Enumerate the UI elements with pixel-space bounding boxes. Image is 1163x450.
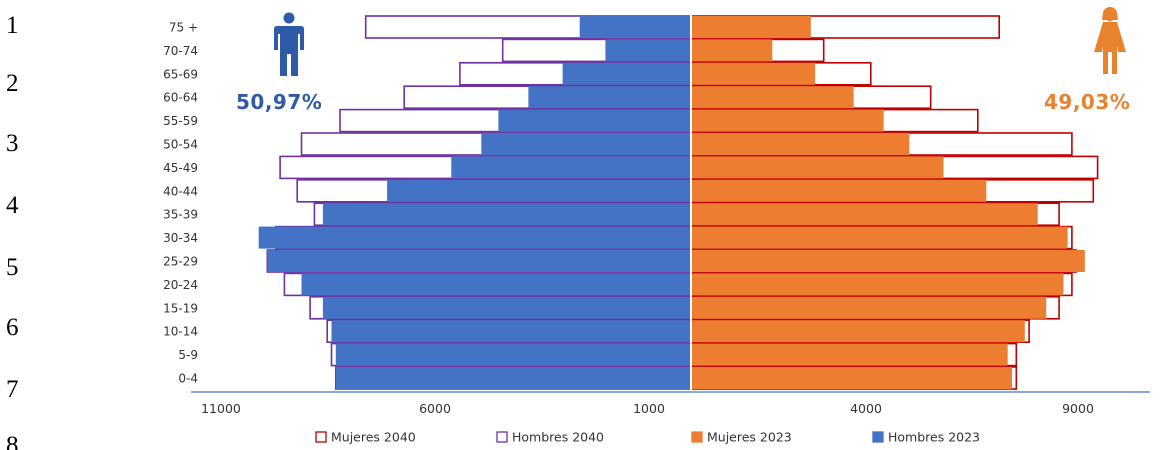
bar-mujeres-2023-12 <box>691 296 1047 319</box>
bar-hombres-2023-8 <box>322 203 691 226</box>
bar-hombres-2023-6 <box>451 156 691 179</box>
bar-mujeres-2023-15 <box>691 367 1012 389</box>
bar-mujeres-2023-10 <box>691 250 1085 272</box>
bar-mujeres-2023-9 <box>691 226 1068 249</box>
bar-mujeres-2023-7 <box>691 179 987 202</box>
line-number-8: 8 <box>6 432 19 450</box>
category-label: 55-59 <box>163 114 198 128</box>
bar-hombres-2023-12 <box>322 296 691 319</box>
category-label: 20-24 <box>163 278 198 292</box>
legend-swatch <box>496 431 508 443</box>
line-number-5: 5 <box>6 254 19 281</box>
bar-mujeres-2023-1 <box>691 39 773 62</box>
x-tick-label: 4000 <box>850 401 882 416</box>
category-label: 50-54 <box>163 138 198 152</box>
line-number-3: 3 <box>6 130 19 157</box>
legend-label: Hombres 2040 <box>512 430 604 445</box>
bar-hombres-2023-3 <box>528 86 691 109</box>
bar-hombres-2023-2 <box>562 62 691 85</box>
line-number-7: 7 <box>6 376 19 403</box>
line-number-4: 4 <box>6 192 19 219</box>
bar-mujeres-2023-4 <box>691 109 884 132</box>
bar-hombres-2023-4 <box>498 109 691 132</box>
line-number-2: 2 <box>6 70 19 97</box>
category-label: 10-14 <box>163 325 198 339</box>
category-label: 30-34 <box>163 231 198 245</box>
category-label: 75 + <box>169 21 198 35</box>
category-label: 15-19 <box>163 301 198 315</box>
bar-hombres-2023-13 <box>331 320 691 343</box>
bar-hombres-2023-5 <box>481 133 691 155</box>
legend-swatch <box>691 431 703 443</box>
bar-mujeres-2023-3 <box>691 86 854 109</box>
bar-hombres-2023-9 <box>258 226 691 249</box>
bar-hombres-2023-11 <box>301 273 691 296</box>
category-label: 45-49 <box>163 161 198 175</box>
bar-mujeres-2023-6 <box>691 156 944 179</box>
category-label: 65-69 <box>163 67 198 81</box>
bar-mujeres-2023-5 <box>691 133 910 155</box>
category-label: 60-64 <box>163 91 198 105</box>
bar-hombres-2023-0 <box>579 16 691 38</box>
bar-mujeres-2023-13 <box>691 320 1025 343</box>
female-figure-icon <box>1094 7 1126 74</box>
category-label: 25-29 <box>163 255 198 269</box>
x-tick-label: 6000 <box>419 401 451 416</box>
category-label: 0-4 <box>178 372 198 386</box>
category-label: 40-44 <box>163 184 198 198</box>
bar-mujeres-2023-2 <box>691 62 816 85</box>
bar-hombres-2023-14 <box>335 343 691 366</box>
legend-swatch <box>872 431 884 443</box>
left-percentage: 50,97% <box>236 90 323 114</box>
bar-mujeres-2023-8 <box>691 203 1038 226</box>
bar-mujeres-2023-11 <box>691 273 1064 296</box>
line-number-1: 1 <box>6 12 19 39</box>
bar-hombres-2023-7 <box>387 179 691 202</box>
line-number-6: 6 <box>6 314 19 341</box>
male-figure-icon <box>274 12 304 76</box>
right-percentage: 49,03% <box>1044 90 1131 114</box>
x-tick-label: 11000 <box>201 401 241 416</box>
x-tick-label: 9000 <box>1062 401 1094 416</box>
legend-label: Mujeres 2040 <box>331 430 416 445</box>
bar-hombres-2023-10 <box>267 250 691 272</box>
legend-label: Hombres 2023 <box>888 430 980 445</box>
x-tick-label: 1000 <box>633 401 665 416</box>
bar-mujeres-2023-14 <box>691 343 1008 366</box>
bar-mujeres-2023-0 <box>691 16 811 38</box>
legend-swatch <box>315 431 327 443</box>
category-label: 70-74 <box>163 44 198 58</box>
legend-label: Mujeres 2023 <box>707 430 792 445</box>
bar-hombres-2023-15 <box>335 367 691 389</box>
category-label: 5-9 <box>178 348 198 362</box>
bar-hombres-2023-1 <box>605 39 691 62</box>
category-label: 35-39 <box>163 208 198 222</box>
